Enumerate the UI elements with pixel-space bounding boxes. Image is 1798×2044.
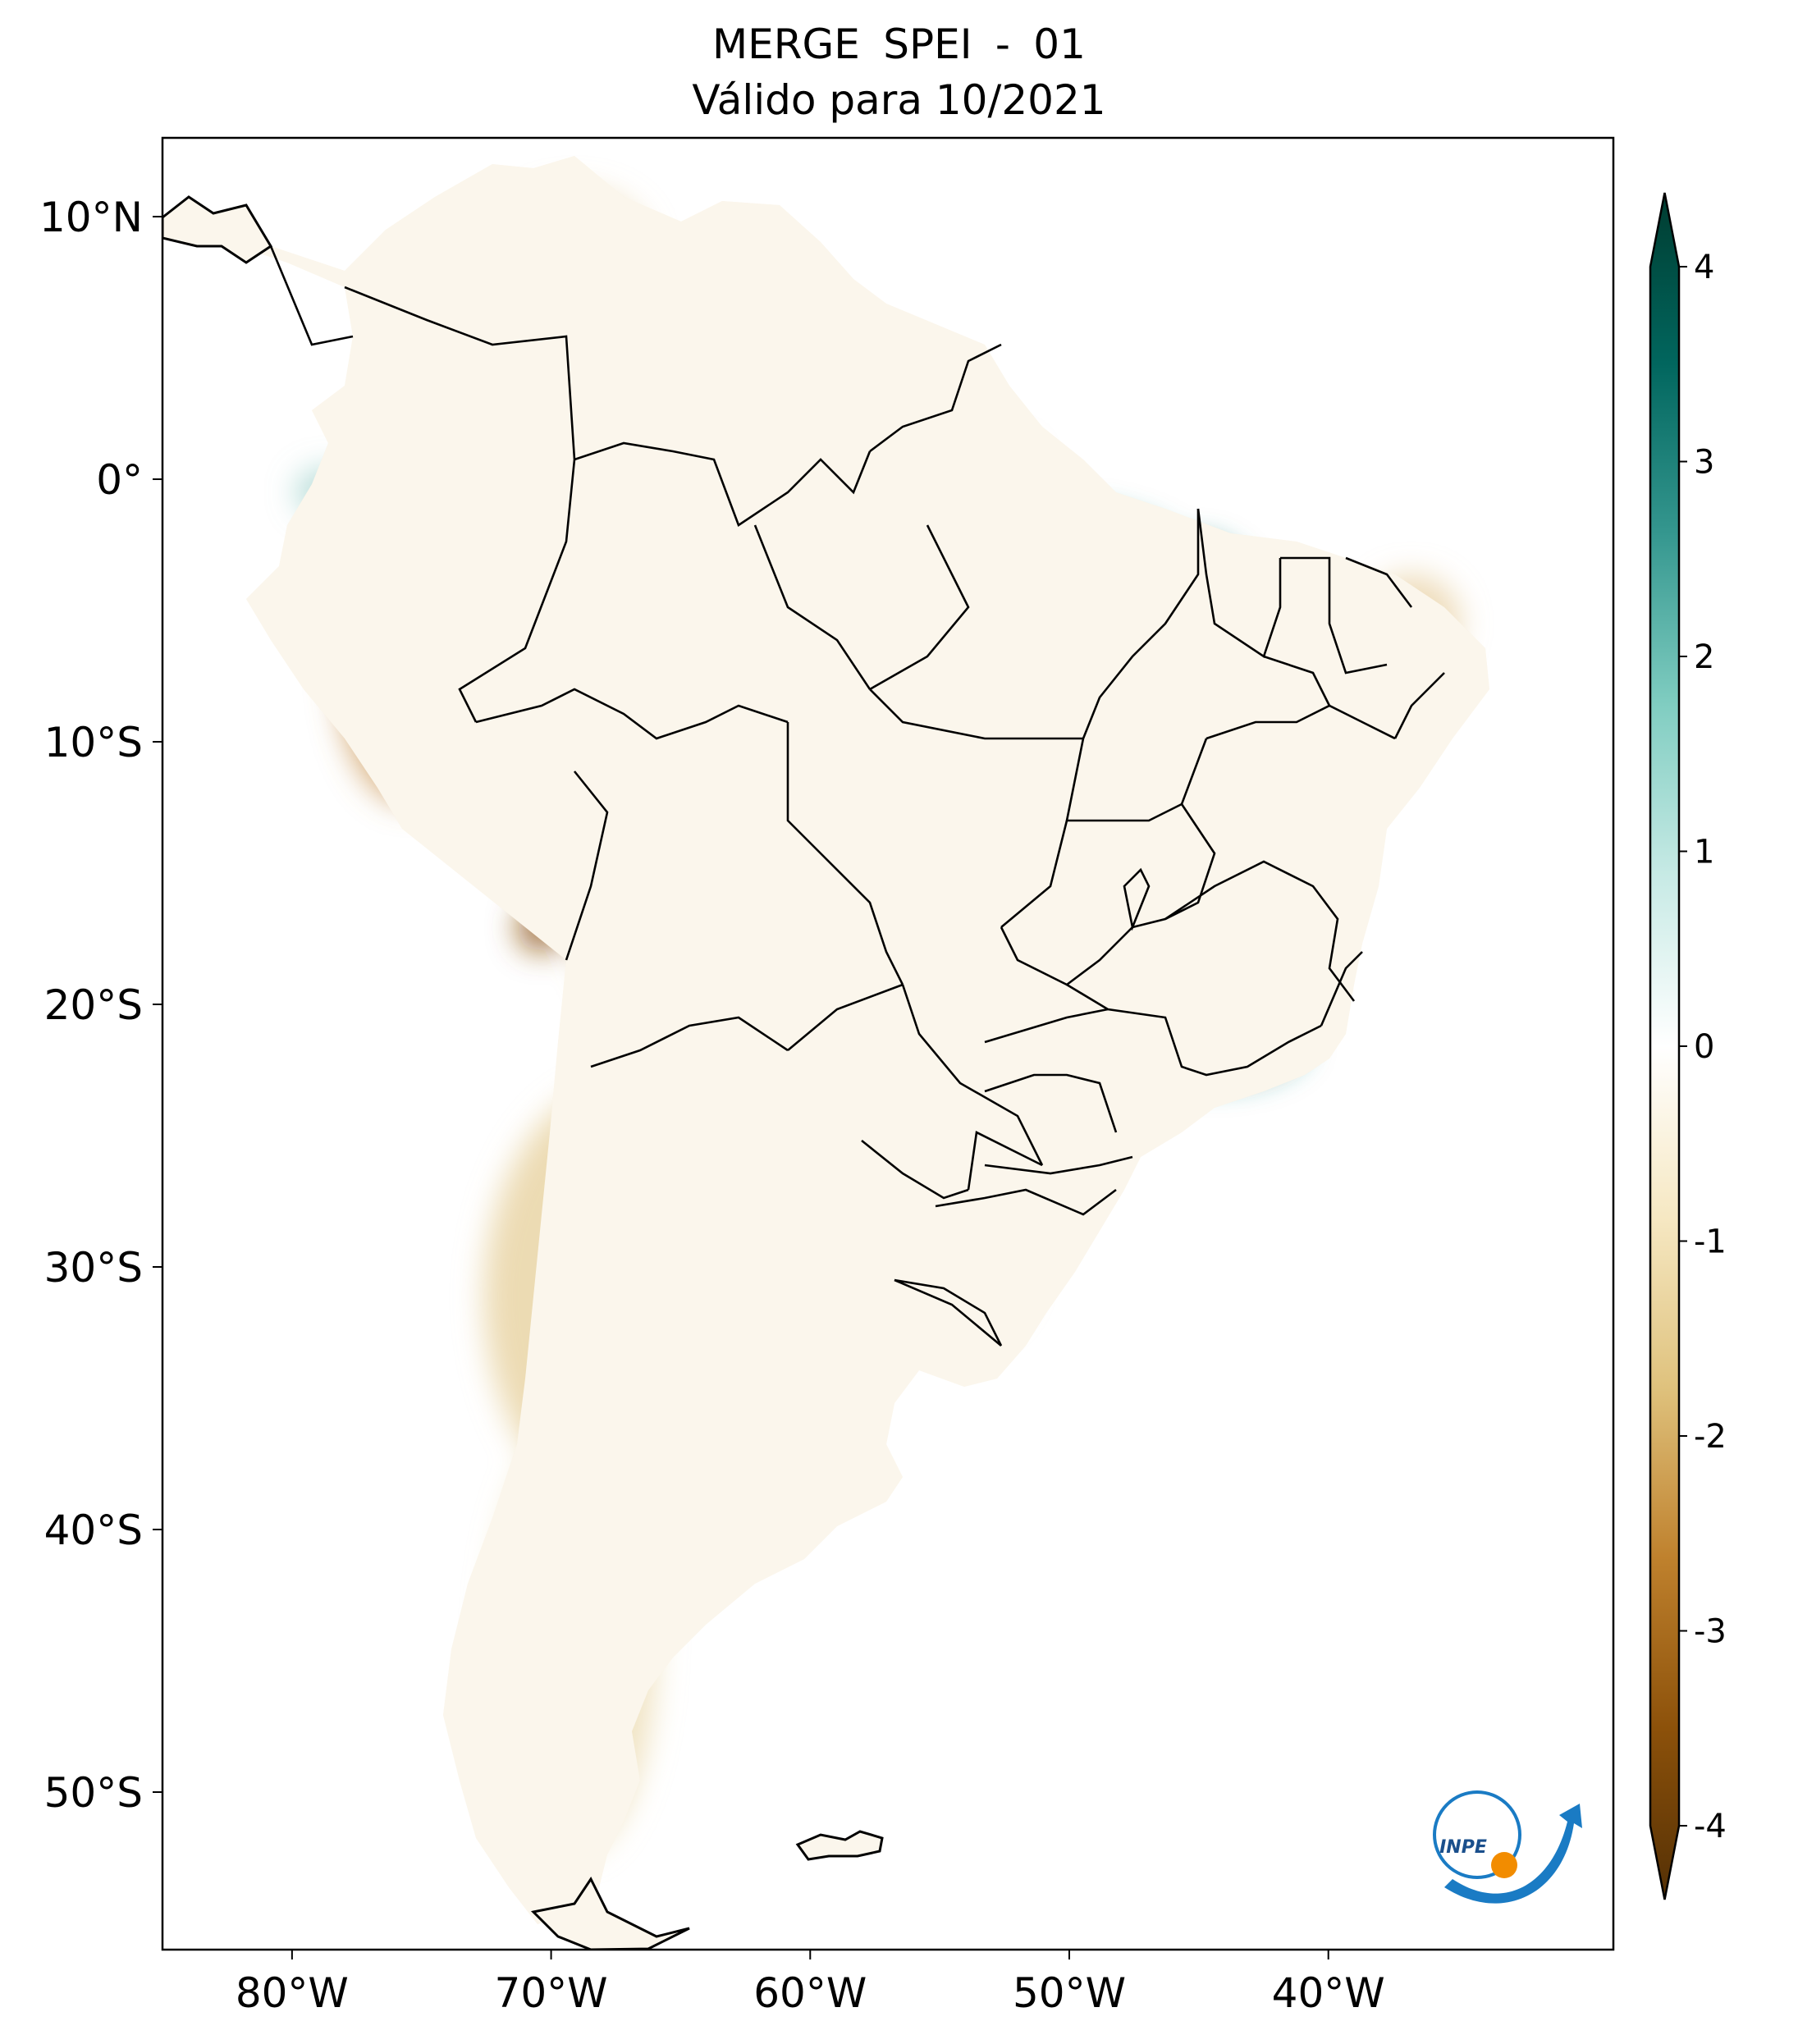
colorbar-gradient bbox=[1649, 192, 1681, 1900]
colorbar-tick-label-0: 0 bbox=[1694, 1028, 1714, 1066]
lat-tick-label-30s: 30°S bbox=[44, 1244, 143, 1292]
colorbar-tick-label-1: 1 bbox=[1694, 834, 1714, 871]
lon-tick-label-80w: 80°W bbox=[236, 1969, 349, 2017]
lat-tick-label-50s: 50°S bbox=[44, 1769, 143, 1817]
falkland-islands bbox=[795, 1830, 884, 1861]
colorbar-ticks: 4 3 2 1 0 -1 -2 -3 -4 bbox=[1679, 249, 1727, 1845]
isthmus-panama bbox=[162, 195, 273, 264]
lat-tick-label-10n: 10°N bbox=[39, 194, 143, 241]
colorbar-tick-label-2: 2 bbox=[1694, 638, 1714, 676]
logo-swoosh-arrow bbox=[1444, 1804, 1582, 1904]
inpe-logo: INPE bbox=[1433, 1790, 1582, 1904]
lon-tick-label-40w: 40°W bbox=[1272, 1969, 1385, 2017]
lat-tick-label-0: 0° bbox=[96, 456, 143, 504]
colorbar-tick-label-4: 4 bbox=[1694, 249, 1714, 286]
plot-frame bbox=[161, 136, 1615, 1951]
colorbar-tick-label-3: 3 bbox=[1694, 444, 1714, 482]
colorbar-tick-label-neg2: -2 bbox=[1694, 1418, 1727, 1456]
continent-layer bbox=[162, 154, 1491, 1950]
lon-tick-label-70w: 70°W bbox=[495, 1969, 608, 2017]
logo-text: INPE bbox=[1439, 1837, 1487, 1858]
logo-sun-dot bbox=[1491, 1852, 1517, 1878]
logo-orbit-ring bbox=[1433, 1790, 1521, 1879]
colorbar-tick-label-neg1: -1 bbox=[1694, 1223, 1727, 1261]
lat-tick-label-10s: 10°S bbox=[44, 719, 143, 766]
colorbar: 4 3 2 1 0 -1 -2 -3 -4 bbox=[1649, 192, 1727, 1900]
map-plot-area: INPE bbox=[161, 136, 1615, 1951]
tierra-del-fuego bbox=[530, 1877, 690, 1950]
colorbar-tick-label-neg4: -4 bbox=[1694, 1808, 1727, 1845]
political-borders bbox=[269, 245, 1445, 1347]
map-subtitle: Válido para 10/2021 bbox=[692, 76, 1106, 124]
latitude-axis: 10°N 0° 10°S 20°S 30°S 40°S 50°S bbox=[39, 194, 162, 1817]
lon-tick-label-60w: 60°W bbox=[753, 1969, 867, 2017]
lat-tick-label-20s: 20°S bbox=[44, 981, 143, 1029]
lon-tick-label-50w: 50°W bbox=[1013, 1969, 1126, 2017]
lat-tick-label-40s: 40°S bbox=[44, 1507, 143, 1554]
map-title: MERGE SPEI - 01 bbox=[712, 21, 1086, 68]
colorbar-tick-label-neg3: -3 bbox=[1694, 1613, 1727, 1651]
longitude-axis: 80°W 70°W 60°W 50°W 40°W bbox=[236, 1950, 1385, 2017]
